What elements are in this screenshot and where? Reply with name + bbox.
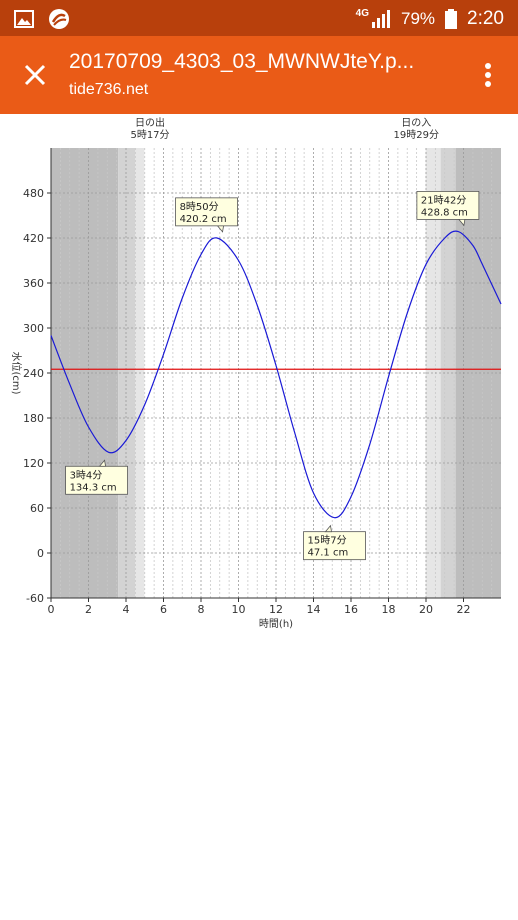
x-tick-label: 10 — [232, 603, 246, 616]
x-tick-label: 14 — [307, 603, 321, 616]
y-tick-label: 0 — [37, 547, 44, 560]
annotation-value: 428.8 cm — [421, 207, 468, 218]
twilight-shade-evening-light — [425, 148, 441, 598]
annotation-time: 3時4分 — [70, 469, 103, 481]
annotation-value: 47.1 cm — [308, 548, 349, 559]
more-options-icon[interactable] — [484, 62, 492, 88]
annotation-value: 134.3 cm — [70, 482, 117, 493]
x-tick-label: 16 — [344, 603, 358, 616]
battery-percent: 79% — [400, 9, 436, 28]
annotation-pointer — [458, 219, 466, 227]
sunset-label: 日の入 — [401, 118, 431, 129]
annotation-pointer — [98, 459, 107, 467]
x-tick-label: 4 — [123, 603, 130, 616]
x-tick-label: 20 — [419, 603, 433, 616]
tide-chart-svg: -60 0 60 120 180 240 300 360 420 480 0 2 4 6 8 10 12 14 16… — [10, 116, 502, 630]
annotation-time: 15時7分 — [308, 535, 347, 547]
annotation-time: 8時50分 — [180, 201, 219, 213]
x-tick-label: 22 — [457, 603, 471, 616]
annotation-value: 420.2 cm — [180, 214, 227, 225]
y-tick-label: -60 — [26, 592, 44, 605]
signal-icon — [371, 10, 390, 28]
x-tick-label: 18 — [382, 603, 396, 616]
y-axis-label: 水位(cm) — [10, 351, 23, 394]
app-icon — [49, 9, 69, 29]
y-tick-label: 120 — [23, 457, 44, 470]
network-label: 4G — [355, 7, 369, 19]
x-tick-label: 2 — [85, 603, 92, 616]
close-icon[interactable] — [22, 62, 48, 88]
tide-chart: -60 0 60 120 180 240 300 360 420 480 0 2 4 6 8 10 12 14 16… — [0, 114, 518, 634]
tide-curve — [50, 230, 502, 519]
annotation-pointer — [324, 524, 332, 533]
annotation-box — [303, 531, 366, 561]
y-tick-label: 360 — [23, 277, 44, 290]
sunrise-time: 5時17分 — [130, 129, 169, 141]
y-tick-label: 240 — [23, 367, 44, 380]
annotation-pointer — [216, 225, 225, 233]
y-tick-label: 300 — [23, 322, 44, 335]
y-tick-label: 60 — [30, 502, 44, 515]
status-bar: 4G 79% 2:20 — [0, 0, 518, 36]
annotation-box — [65, 465, 128, 495]
y-tick-label: 420 — [23, 232, 44, 245]
x-tick-label: 12 — [269, 603, 283, 616]
clock: 2:20 — [467, 8, 504, 29]
y-tick-label: 480 — [23, 187, 44, 200]
sunset-time: 19時29分 — [394, 129, 439, 141]
x-tick-label: 6 — [160, 603, 167, 616]
annotation-box — [416, 191, 480, 220]
page-url: tide736.net — [69, 81, 149, 98]
image-icon — [14, 10, 34, 28]
x-tick-label: 0 — [48, 603, 55, 616]
y-tick-label: 180 — [23, 412, 44, 425]
annotation-time: 21時42分 — [421, 194, 466, 206]
page-title: 20170709_4303_03_MWNWJteY.p... — [69, 50, 415, 73]
x-tick-label: 8 — [198, 603, 205, 616]
annotation-box — [175, 197, 238, 227]
battery-icon — [445, 9, 458, 29]
x-axis-label: 時間(h) — [259, 618, 293, 630]
sunrise-label: 日の出 — [135, 116, 165, 129]
app-bar: 20170709_4303_03_MWNWJteY.p... tide736.n… — [0, 36, 518, 114]
